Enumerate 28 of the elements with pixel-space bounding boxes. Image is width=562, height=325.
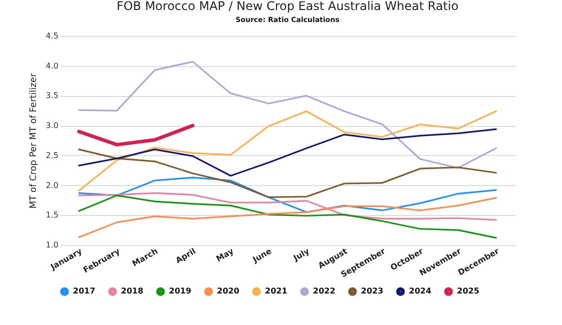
y-tick-label: 4.5	[46, 32, 58, 40]
line-series	[78, 148, 497, 198]
legend-label: 2022	[313, 286, 336, 296]
legend-label: 2023	[361, 286, 384, 296]
y-tick-label: 1.0	[46, 240, 58, 250]
line-series	[78, 128, 497, 177]
legend-label: 2020	[217, 286, 240, 296]
legend-label: 2017	[73, 286, 96, 296]
line-series	[78, 110, 497, 192]
legend-label: 2018	[121, 286, 144, 296]
y-tick-label: 3.0	[46, 121, 58, 130]
y-axis-title: MT of Crop Per MT of Fertilizer	[28, 73, 39, 209]
legend-label: 2025	[457, 286, 480, 296]
legend-label: 2024	[409, 286, 432, 296]
y-tick-label: 2.0	[46, 180, 58, 190]
x-tick-label: May	[214, 246, 236, 264]
line-series	[78, 176, 497, 213]
legend-label: 2019	[169, 286, 192, 296]
y-tick-label: 3.5	[46, 91, 58, 100]
x-tick-label: July	[291, 246, 312, 264]
line-series	[78, 192, 497, 221]
y-tick-label: 4.0	[46, 61, 58, 70]
legend-label: 2021	[265, 286, 288, 296]
line-series	[78, 60, 497, 169]
y-tick-label: 1.5	[46, 210, 58, 220]
line-series	[77, 124, 194, 146]
y-tick-label: 2.5	[46, 150, 58, 160]
chart-title: FOB Morocco MAP / New Crop East Australia Wheat Ratio	[116, 0, 458, 13]
